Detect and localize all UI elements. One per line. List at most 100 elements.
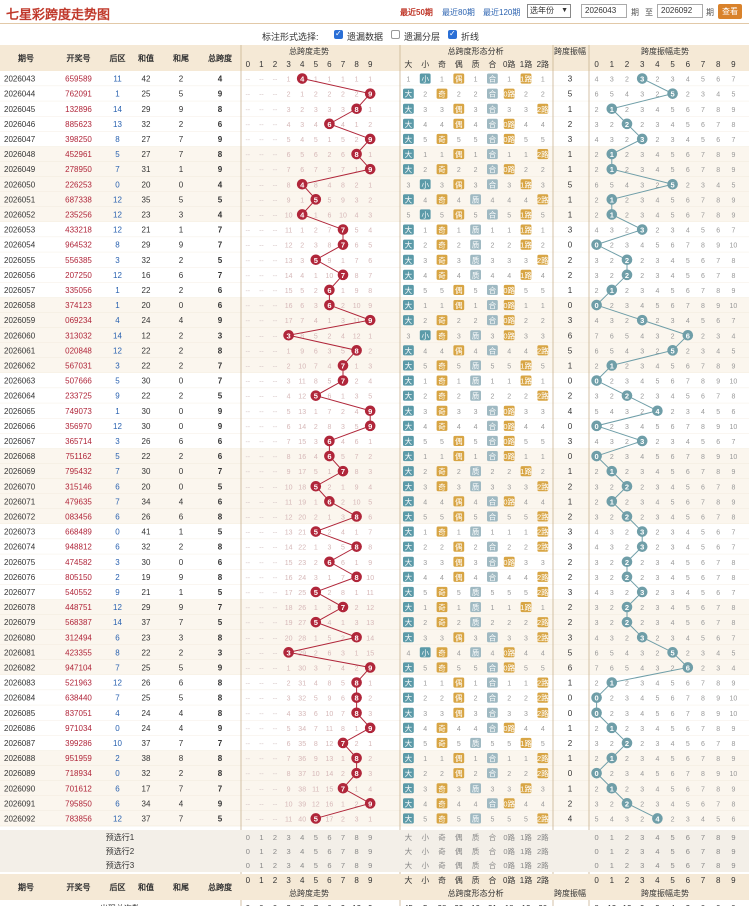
back-zone-cell: 8 [115, 135, 120, 144]
amp-omission: 6 [671, 454, 675, 461]
form-flag-label: 2路 [537, 768, 549, 778]
amp-omission: 8 [731, 514, 735, 521]
period-link-50[interactable]: 最近50期 [400, 7, 433, 18]
form-omission: 1 [507, 756, 511, 763]
predict-digit: 1 [259, 833, 263, 842]
form-flag [436, 315, 448, 326]
form-omission: 1 [524, 530, 528, 537]
footer-amp-digit-9: 9 [731, 876, 736, 885]
draw-number-cell: 507666 [65, 377, 92, 386]
amp-omission: 10 [730, 771, 738, 778]
span-omission: 2 [341, 816, 345, 823]
form-omission: 3 [524, 560, 528, 567]
span-omission: 1 [314, 409, 318, 416]
amp-omission: 7 [731, 228, 735, 235]
form-flag-label: 0路 [503, 315, 515, 325]
form-flag [537, 194, 549, 205]
form-flag [503, 405, 515, 416]
checkbox-missing-layer[interactable] [391, 30, 400, 39]
span-omission: -- [245, 424, 250, 431]
amp-omission: 7 [701, 756, 705, 763]
span-omission: 12 [326, 741, 334, 748]
amp-omission: 7 [731, 439, 735, 446]
form-flag-label: 1路 [520, 225, 532, 235]
amp-omission: 3 [595, 394, 599, 401]
amp-omission: 7 [701, 726, 705, 733]
amp-omission: 5 [671, 167, 675, 174]
span-omission: 30 [298, 665, 306, 672]
span-digit-header-7: 7 [341, 60, 346, 69]
form-flag [520, 602, 532, 613]
span-omission: 8 [314, 741, 318, 748]
sum-cell: 25 [142, 90, 151, 99]
span-omission: 4 [368, 786, 372, 793]
span-omission: 1 [327, 137, 331, 144]
form-flag-label: 大 [405, 617, 413, 627]
span-omission: 4 [341, 530, 345, 537]
span-omission: 2 [368, 696, 372, 703]
form-flag [537, 103, 549, 114]
table-row [0, 71, 749, 87]
period-link-120[interactable]: 最近120期 [483, 7, 520, 18]
span-omission: -- [273, 590, 278, 597]
amp-omission: 3 [671, 439, 675, 446]
span-digit-header-2: 2 [273, 60, 278, 69]
predict-digit: 7 [341, 861, 345, 870]
amp-omission: 5 [671, 288, 675, 295]
footer-form-header-0: 大 [404, 875, 412, 885]
checkbox-polyline[interactable] [448, 29, 457, 39]
form-omission: 2 [524, 167, 528, 174]
checkbox-missing-data[interactable] [334, 29, 343, 39]
form-omission: 5 [524, 288, 528, 295]
form-flag-label: 奇 [438, 270, 446, 280]
predict-form: 质 [472, 860, 480, 870]
span-value-cell: 4 [218, 180, 223, 189]
span-omission: 1 [327, 514, 331, 521]
amp-omission: 7 [686, 303, 690, 310]
form-flag-label: 大 [405, 240, 413, 250]
predict-amp-digit: 1 [610, 847, 614, 856]
back-zone-cell: 14 [113, 105, 122, 114]
to-issue-input[interactable]: 2026092 [657, 4, 703, 18]
form-flag [403, 149, 414, 160]
span-omission: 22 [298, 545, 306, 552]
form-flag [520, 360, 532, 371]
table-row [0, 237, 749, 253]
form-omission: 3 [440, 711, 444, 718]
span-omission: 1 [287, 348, 291, 355]
view-button[interactable]: 查看 [718, 4, 742, 19]
span-ball-label: 7 [341, 241, 345, 250]
period-link-80[interactable]: 最近80期 [442, 7, 475, 18]
form-omission: 2 [524, 545, 528, 552]
amp-omission: 10 [730, 711, 738, 718]
form-omission: 1 [457, 228, 461, 235]
span-omission: 5 [314, 469, 318, 476]
span-omission: -- [259, 545, 264, 552]
form-flag-label: 大 [405, 753, 413, 763]
amp-omission: 3 [671, 137, 675, 144]
form-omission: 5 [507, 741, 511, 748]
footer-column-header-5: 总跨度 [208, 882, 233, 892]
amp-value-cell: 3 [568, 543, 573, 552]
from-issue-input[interactable]: 2026043 [581, 4, 627, 18]
amp-ball-label: 3 [640, 226, 644, 235]
span-value-cell: 8 [218, 754, 223, 763]
sum-tail-cell: 0 [179, 180, 184, 189]
span-omission: 8 [341, 182, 345, 189]
span-omission: -- [245, 484, 250, 491]
span-omission: -- [259, 575, 264, 582]
predict-form: 奇 [438, 832, 446, 842]
span-omission: -- [259, 605, 264, 612]
amp-value-cell: 3 [568, 226, 573, 235]
amp-omission: 2 [625, 786, 629, 793]
sum-cell: 34 [142, 799, 151, 808]
footer-form-header-5: 合 [488, 875, 496, 885]
amp-omission: 8 [731, 122, 735, 129]
predict-amp-digit: 4 [655, 861, 659, 870]
form-omission: 1 [457, 605, 461, 612]
year-select[interactable]: 选年份 ▼ [527, 4, 571, 18]
sum-tail-cell: 2 [179, 286, 184, 295]
amp-omission: 7 [716, 801, 720, 808]
form-flag-label: 合 [489, 134, 497, 144]
span-omission: -- [245, 318, 250, 325]
